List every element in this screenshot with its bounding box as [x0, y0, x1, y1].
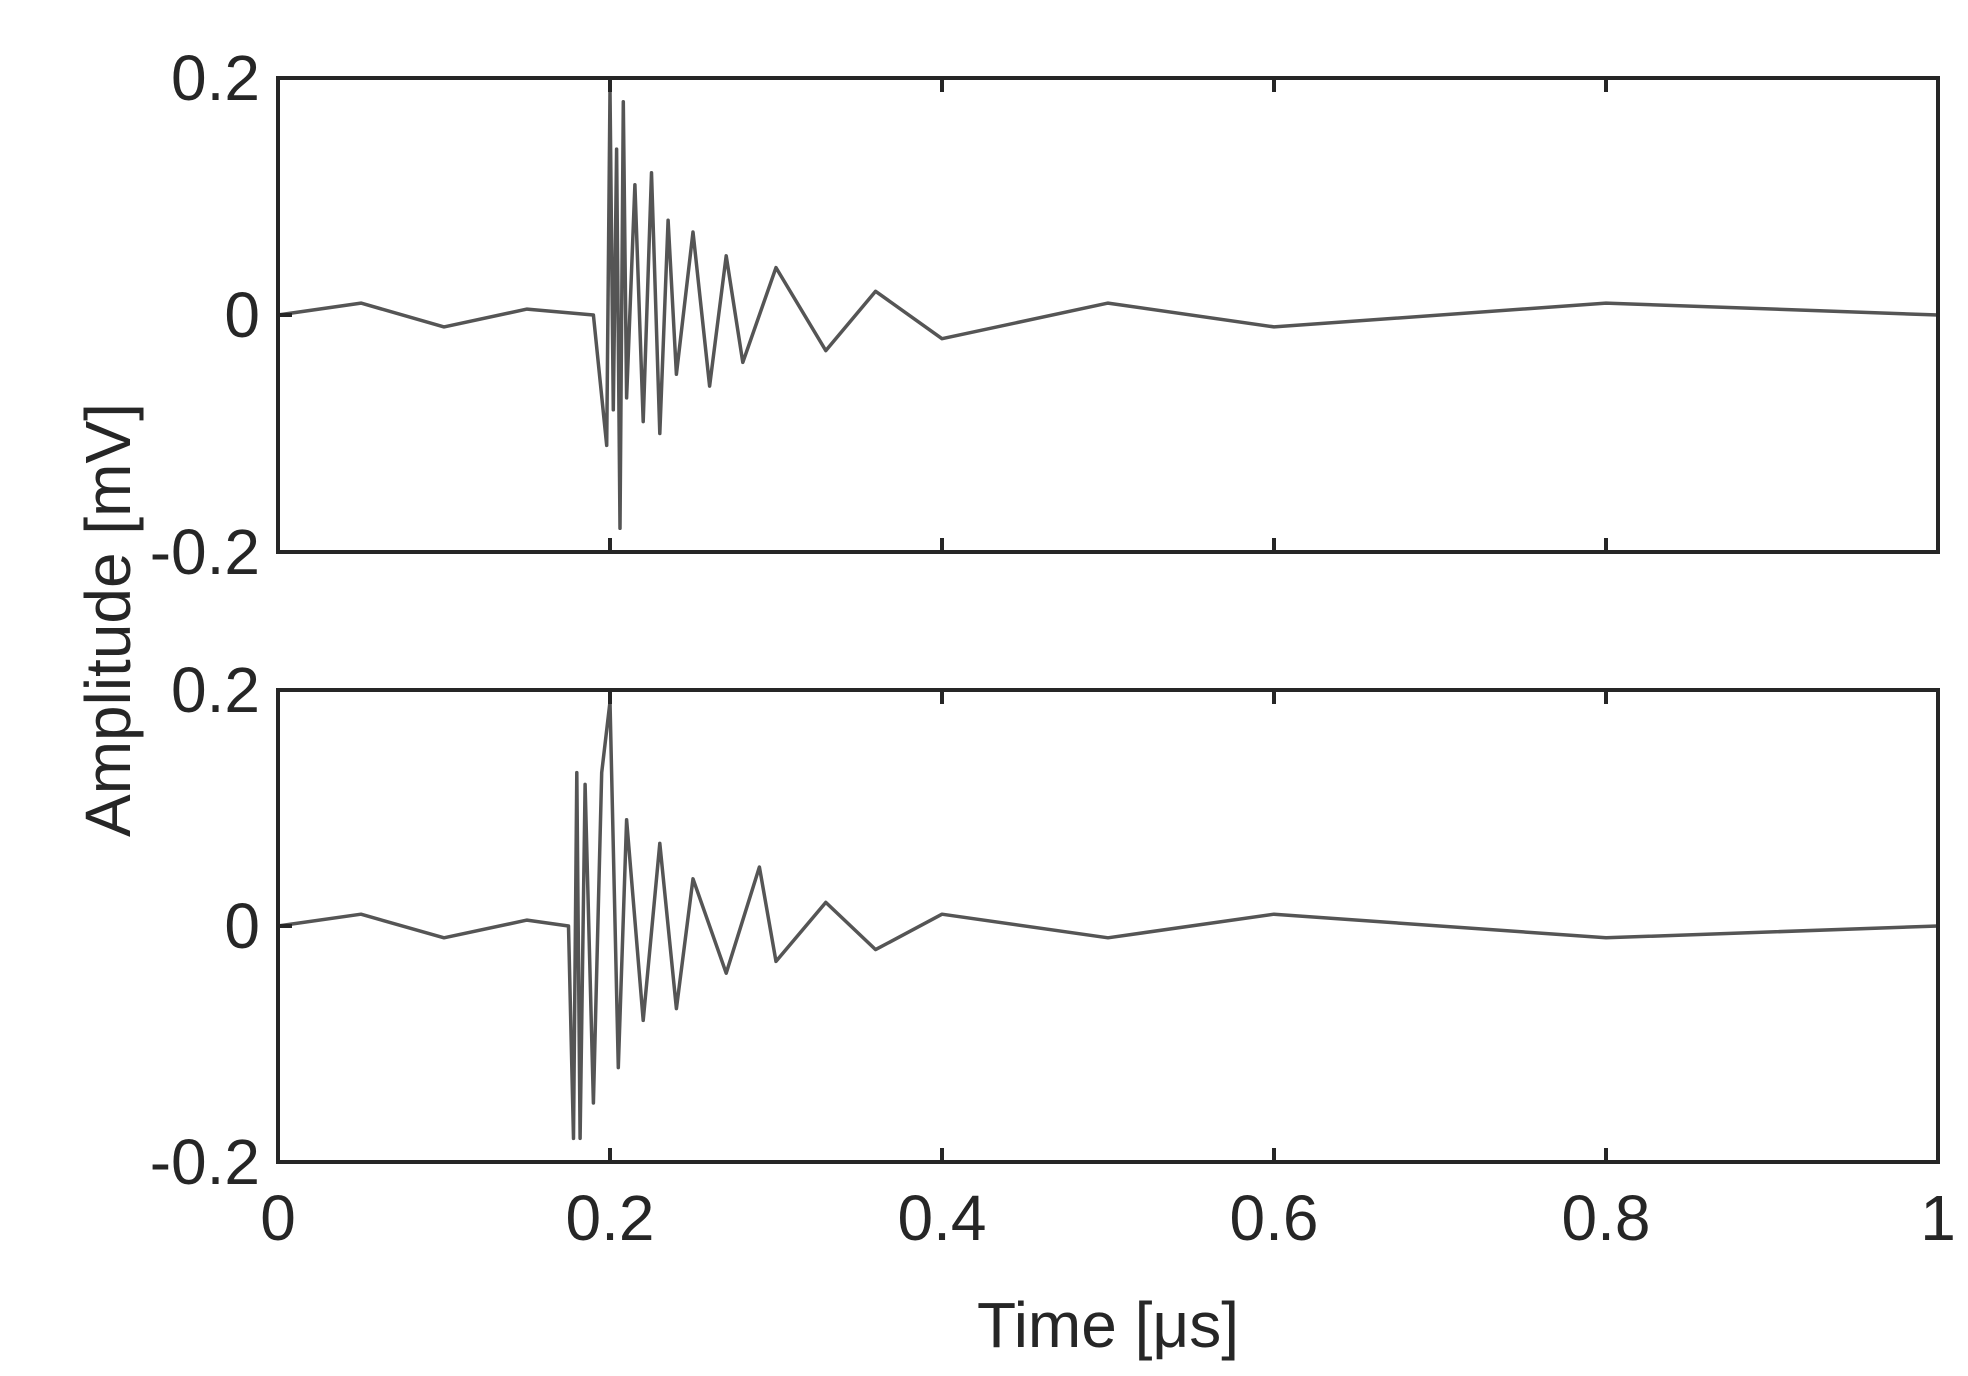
x-tick-label: 0.2: [566, 1182, 655, 1254]
signal-series-bottom-0: [277, 700, 1939, 1141]
x-axis-label: Time [μs]: [977, 1289, 1239, 1361]
x-tick-label: 0.6: [1230, 1182, 1319, 1254]
y-tick-label: -0.2: [150, 1126, 260, 1198]
x-tick-label: 0.4: [898, 1182, 987, 1254]
plot-frame: [276, 76, 1940, 554]
bottom-panel: 0.20-0.20 0.2 0.4 0.6 0.8 1: [150, 654, 1956, 1254]
y-tick-label: 0: [224, 279, 260, 351]
y-tick-label: 0.2: [171, 42, 260, 114]
y-tick-label: 0: [224, 890, 260, 962]
y-tick-label: -0.2: [150, 516, 260, 588]
x-tick-label: 0.8: [1562, 1182, 1651, 1254]
y-tick-label: 0.2: [171, 654, 260, 726]
x-tick-label: 1: [1920, 1182, 1956, 1254]
x-tick-label: 0: [260, 1182, 296, 1254]
signal-series-top-0: [277, 88, 1939, 531]
plot-frame: [276, 688, 1940, 1164]
top-panel: 0.2 0 -0.2: [150, 42, 1940, 588]
y-axis-label: Amplitude [mV]: [72, 403, 144, 837]
